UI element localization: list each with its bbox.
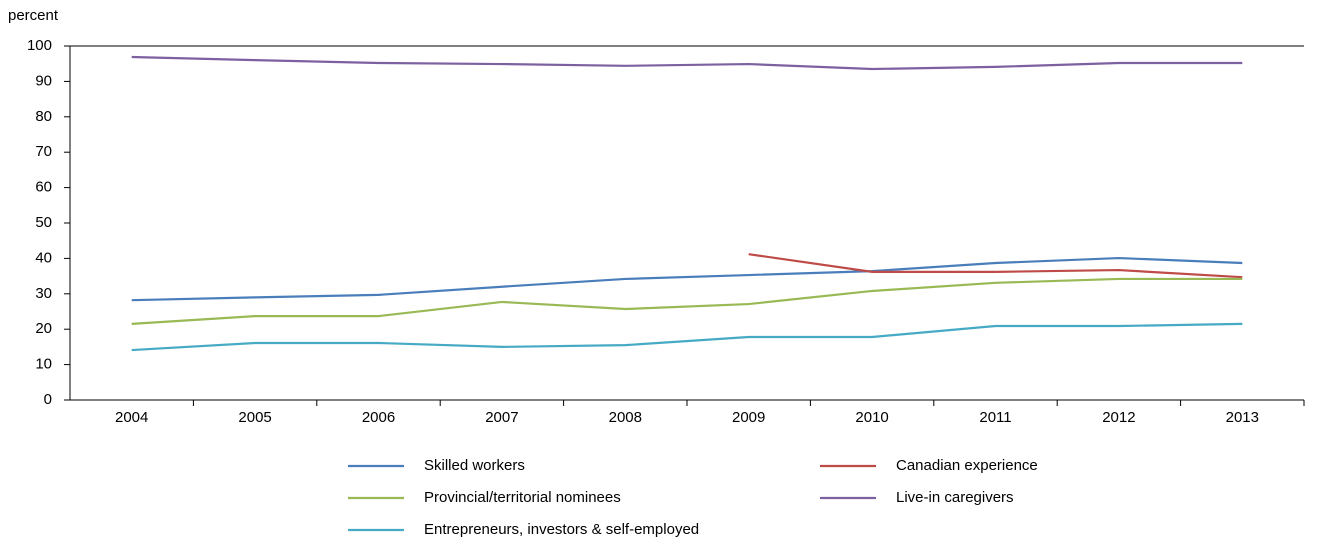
y-tick-label: 10: [35, 356, 52, 373]
y-tick-label: 50: [35, 214, 52, 231]
legend-label: Canadian experience: [896, 457, 1038, 474]
y-tick-label: 100: [27, 37, 52, 54]
series-line: [131, 256, 1243, 302]
x-tick-label: 2007: [485, 409, 518, 426]
y-tick-label: 90: [35, 72, 52, 89]
y-tick-label: 20: [35, 320, 52, 337]
series-line: [748, 253, 1243, 279]
series-line: [131, 55, 1243, 71]
x-tick-label: 2004: [115, 409, 148, 426]
x-tick-label: 2006: [362, 409, 395, 426]
x-tick-label: 2010: [855, 409, 888, 426]
y-axis-label: percent: [8, 7, 59, 24]
x-tick-label: 2005: [238, 409, 271, 426]
legend-label: Entrepreneurs, investors & self-employed: [424, 521, 699, 538]
y-tick-label: 80: [35, 108, 52, 125]
x-tick-label: 2011: [979, 409, 1011, 426]
x-tick-label: 2013: [1226, 409, 1259, 426]
y-tick-label: 60: [35, 179, 52, 196]
y-tick-label: 40: [35, 249, 52, 266]
x-tick-label: 2008: [609, 409, 642, 426]
y-tick-label: 30: [35, 285, 52, 302]
legend-label: Provincial/territorial nominees: [424, 489, 621, 506]
legend-label: Live-in caregivers: [896, 489, 1014, 506]
series-line: [131, 277, 1243, 325]
x-tick-label: 2012: [1102, 409, 1135, 426]
y-tick-label: 0: [44, 391, 52, 408]
series-line: [131, 322, 1243, 352]
y-tick-label: 70: [35, 143, 52, 160]
x-tick-label: 2009: [732, 409, 765, 426]
legend-label: Skilled workers: [424, 457, 525, 474]
